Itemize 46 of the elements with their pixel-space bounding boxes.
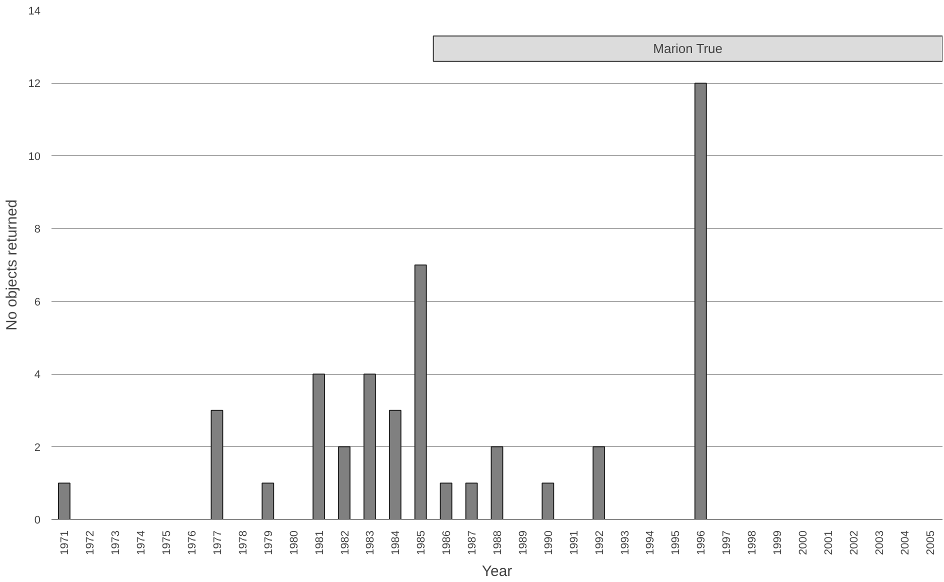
x-tick-label: 1984 xyxy=(390,530,402,555)
x-tick-label: 1988 xyxy=(492,530,504,555)
y-tick-label: 2 xyxy=(34,442,41,454)
x-tick-label: 1994 xyxy=(644,530,657,555)
x-axis-title: Year xyxy=(482,562,512,580)
x-tick-label: 1974 xyxy=(136,530,148,555)
x-tick-label: 1990 xyxy=(542,530,555,555)
x-tick-label: 1976 xyxy=(186,530,199,555)
x-tick-label: 1977 xyxy=(212,530,224,555)
x-tick-label: 1997 xyxy=(721,530,734,555)
y-tick-label: 12 xyxy=(28,78,41,90)
y-tick-label: 6 xyxy=(34,296,41,308)
y-axis-title: No objects returned xyxy=(3,200,20,330)
x-tick-label: 1980 xyxy=(288,530,300,555)
x-tick-label: 1992 xyxy=(594,530,606,555)
x-tick-label: 1983 xyxy=(364,530,377,555)
x-tick-label: 1985 xyxy=(416,530,428,555)
x-tick-label: 2003 xyxy=(874,530,886,555)
band-label: Marion True xyxy=(653,41,723,56)
x-tick-label: 1971 xyxy=(59,530,72,555)
x-tick-label: 1986 xyxy=(441,530,454,555)
x-tick-label: 1989 xyxy=(517,530,530,555)
x-tick-label: 1993 xyxy=(619,530,632,555)
y-tick-label: 10 xyxy=(28,150,41,163)
x-tick-label: 1982 xyxy=(339,530,352,555)
x-tick-label: 2005 xyxy=(924,530,937,555)
x-tick-label: 1973 xyxy=(110,530,122,555)
y-tick-label: 14 xyxy=(28,6,41,18)
x-tick-label: 1996 xyxy=(696,530,708,555)
x-tick-label: 1998 xyxy=(746,530,759,555)
y-tick-label: 4 xyxy=(34,369,41,382)
x-tick-label: 1999 xyxy=(772,530,784,555)
x-tick-label: 2000 xyxy=(797,530,810,555)
x-tick-label: 2001 xyxy=(822,530,835,555)
x-tick-label: 2002 xyxy=(848,530,860,555)
x-tick-label: 1975 xyxy=(161,530,174,555)
y-tick-label: 0 xyxy=(34,514,41,526)
x-tick-label: 1972 xyxy=(84,530,97,555)
x-tick-label: 1978 xyxy=(237,530,250,555)
y-tick-label: 8 xyxy=(34,224,41,236)
x-tick-label: 1979 xyxy=(262,530,275,555)
x-tick-label: 1981 xyxy=(314,530,326,555)
x-tick-label: 1995 xyxy=(670,530,682,555)
x-tick-label: 1991 xyxy=(568,530,580,555)
x-tick-label: 2004 xyxy=(899,530,912,555)
x-tick-label: 1987 xyxy=(466,530,479,555)
